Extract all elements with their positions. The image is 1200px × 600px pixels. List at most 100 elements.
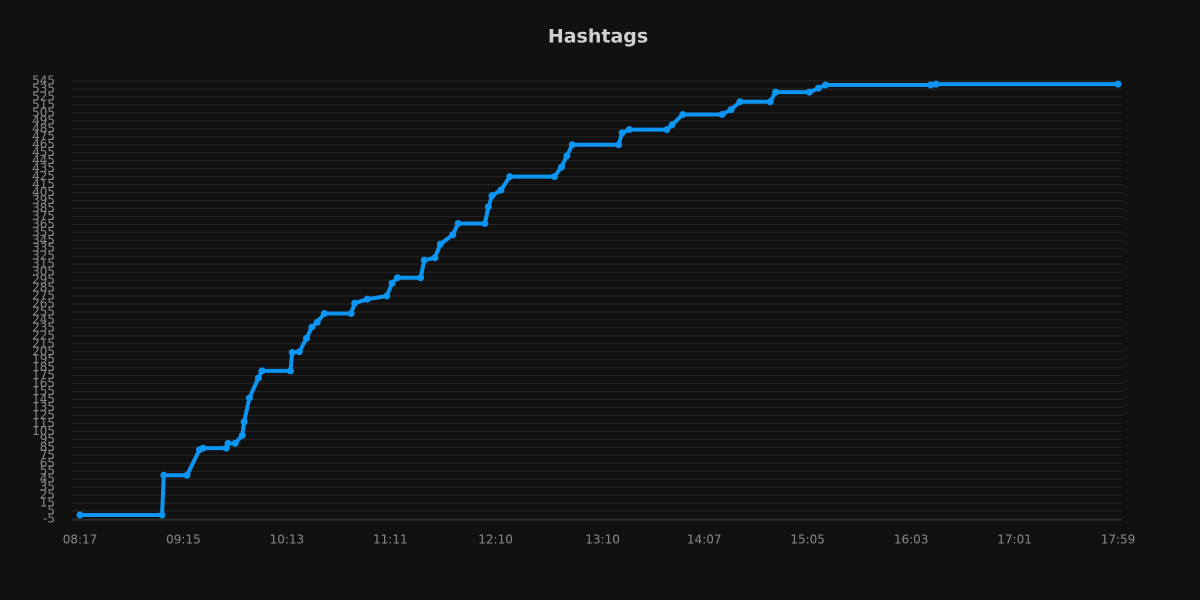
y-tick-label: 65 <box>40 456 55 470</box>
data-point <box>550 173 558 181</box>
x-tick-label: 10:13 <box>270 533 305 547</box>
y-tick-label: 165 <box>32 376 55 390</box>
data-point <box>76 511 84 519</box>
y-tick-label: 405 <box>32 185 55 199</box>
y-tick-label: 505 <box>32 105 55 119</box>
data-point <box>417 274 425 282</box>
y-tick-label: 345 <box>32 233 55 247</box>
data-point <box>183 471 191 479</box>
y-tick-label: 55 <box>40 464 55 478</box>
y-tick-label: 105 <box>32 424 55 438</box>
y-tick-label: 275 <box>32 289 55 303</box>
data-point <box>618 129 626 137</box>
data-point <box>431 254 439 262</box>
grid <box>72 80 1122 520</box>
y-tick-label: 205 <box>32 344 55 358</box>
y-tick-label: 425 <box>32 169 55 183</box>
data-point <box>351 299 359 307</box>
y-tick-label: 485 <box>32 121 55 135</box>
data-point <box>497 186 505 194</box>
y-tick-label: 545 <box>32 74 55 88</box>
data-point <box>347 310 355 318</box>
x-tick-label: 15:05 <box>790 533 825 547</box>
data-point <box>449 231 457 239</box>
x-tick-label: 11:11 <box>373 533 408 547</box>
data-point <box>772 88 780 96</box>
y-tick-label: 295 <box>32 273 55 287</box>
data-point <box>736 98 744 106</box>
y-tick-label: 215 <box>32 336 55 350</box>
data-point <box>245 394 253 402</box>
axes: -551525354555657585951051151251351451551… <box>32 74 1135 547</box>
data-point <box>158 511 166 519</box>
y-tick-label: 45 <box>40 472 55 486</box>
y-tick-label: 355 <box>32 225 55 239</box>
y-tick-label: 155 <box>32 384 55 398</box>
data-point <box>454 220 462 228</box>
data-point <box>718 110 726 118</box>
data-point <box>663 126 671 134</box>
y-tick-label: 235 <box>32 320 55 334</box>
y-tick-label: 395 <box>32 193 55 207</box>
x-tick-label: 12:10 <box>478 533 513 547</box>
data-point <box>308 323 316 331</box>
y-tick-label: 185 <box>32 360 55 374</box>
data-point <box>625 126 633 134</box>
data-point <box>488 192 496 200</box>
data-point <box>668 121 676 129</box>
data-point <box>393 274 401 282</box>
x-tick-label: 17:01 <box>997 533 1032 547</box>
data-point <box>288 349 296 357</box>
y-tick-label: 135 <box>32 400 55 414</box>
y-tick-label: 315 <box>32 257 55 271</box>
data-point <box>927 81 935 89</box>
data-point <box>160 471 168 479</box>
y-tick-label: 25 <box>40 488 55 502</box>
y-tick-label: 5 <box>47 504 55 518</box>
chart-title: Hashtags <box>548 26 648 48</box>
y-tick-label: 265 <box>32 296 55 310</box>
data-point <box>383 292 391 300</box>
data-point <box>506 173 514 181</box>
data-point <box>814 84 822 92</box>
x-tick-label: 17:59 <box>1101 533 1136 547</box>
y-tick-label: 225 <box>32 328 55 342</box>
y-tick-label: 325 <box>32 249 55 263</box>
y-tick-label: 495 <box>32 113 55 127</box>
y-tick-label: 95 <box>40 432 55 446</box>
y-tick-label: 415 <box>32 177 55 191</box>
data-point <box>727 106 735 114</box>
y-tick-label: 445 <box>32 153 55 167</box>
y-tick-label: 175 <box>32 368 55 382</box>
y-tick-label: 145 <box>32 392 55 406</box>
y-tick-label: 35 <box>40 480 55 494</box>
y-tick-label: 375 <box>32 209 55 223</box>
data-point <box>436 240 444 248</box>
data-point <box>363 295 371 303</box>
data-point <box>805 88 813 96</box>
data-point <box>615 141 623 149</box>
data-point <box>679 110 687 118</box>
data-point <box>822 81 830 89</box>
y-tick-label: -5 <box>43 512 55 526</box>
y-tick-label: 195 <box>32 352 55 366</box>
data-point <box>254 374 262 382</box>
data-point <box>563 152 571 160</box>
data-point <box>481 220 489 228</box>
y-tick-label: 285 <box>32 281 55 295</box>
data-point <box>420 256 428 264</box>
y-tick-label: 15 <box>40 496 55 510</box>
y-tick-label: 245 <box>32 312 55 326</box>
y-tick-label: 75 <box>40 448 55 462</box>
y-tick-label: 435 <box>32 161 55 175</box>
y-tick-label: 115 <box>32 416 55 430</box>
data-point <box>240 418 248 426</box>
x-tick-label: 16:03 <box>894 533 929 547</box>
data-point <box>484 203 492 211</box>
data-point <box>766 98 774 106</box>
y-tick-label: 465 <box>32 137 55 151</box>
data-point <box>286 367 294 375</box>
y-tick-label: 455 <box>32 145 55 159</box>
x-tick-label: 13:10 <box>585 533 620 547</box>
